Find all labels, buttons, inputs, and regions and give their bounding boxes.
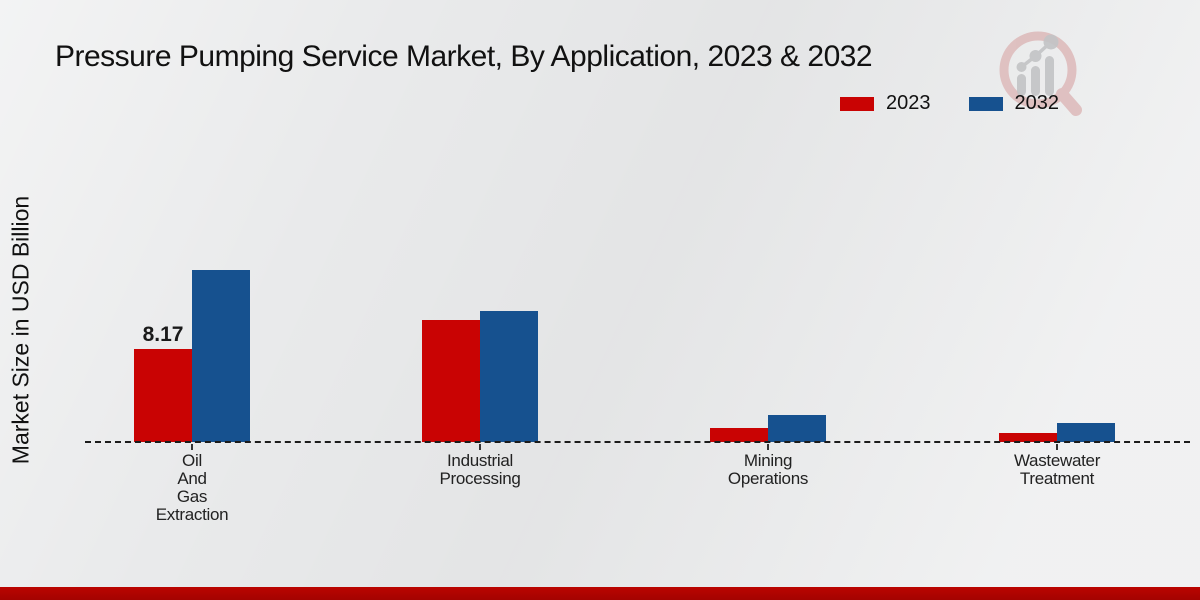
legend: 2023 2032 <box>840 92 1059 115</box>
bar-2023-mining-operations <box>710 428 768 442</box>
x-axis-tick <box>191 444 193 450</box>
category-label-line: Oil <box>182 451 202 470</box>
bar-2023-wastewater-treatment <box>999 433 1057 442</box>
x-axis-tick <box>767 444 769 450</box>
category-label-line: Gas <box>176 487 208 506</box>
x-axis-tick <box>479 444 481 450</box>
category-label-line: Mining <box>743 451 793 470</box>
category-label-oil-and-gas-extraction: Oil And Gas Extraction <box>102 452 282 524</box>
bar-2032-industrial-processing <box>480 311 538 442</box>
category-label-line: Processing <box>439 469 521 488</box>
x-axis-tick <box>1056 444 1058 450</box>
legend-label: 2023 <box>886 92 931 114</box>
legend-item-2023: 2023 <box>840 92 931 115</box>
bar-2032-wastewater-treatment <box>1057 423 1115 442</box>
bar-2023-industrial-processing <box>422 320 480 442</box>
magnifier-growth-chart-logo <box>999 31 1082 116</box>
category-label-line: Treatment <box>1019 469 1095 488</box>
chart-title: Pressure Pumping Service Market, By Appl… <box>55 40 873 73</box>
legend-swatch-2032 <box>968 96 1003 111</box>
bar-value-label-2023-oil-and-gas-extraction: 8.17 <box>142 323 184 346</box>
category-label-line: And <box>177 469 207 488</box>
category-label-line: Industrial <box>447 451 513 470</box>
category-label-line: Wastewater <box>1013 451 1101 470</box>
category-label-line: Operations <box>727 469 809 488</box>
category-label-line: Extraction <box>155 505 229 524</box>
legend-item-2032: 2032 <box>968 92 1060 115</box>
category-label-mining-operations: Mining Operations <box>678 452 858 488</box>
category-label-industrial-processing: Industrial Processing <box>390 452 570 488</box>
bar-2023-oil-and-gas-extraction <box>134 349 192 442</box>
category-label-wastewater-treatment: Wastewater Treatment <box>967 452 1147 488</box>
footer-accent-bar <box>0 587 1200 600</box>
legend-swatch-2023 <box>840 96 874 111</box>
legend-label: 2032 <box>1014 92 1060 114</box>
x-axis-baseline <box>85 441 1190 443</box>
bar-2032-oil-and-gas-extraction <box>192 270 250 442</box>
bar-2032-mining-operations <box>768 415 826 442</box>
